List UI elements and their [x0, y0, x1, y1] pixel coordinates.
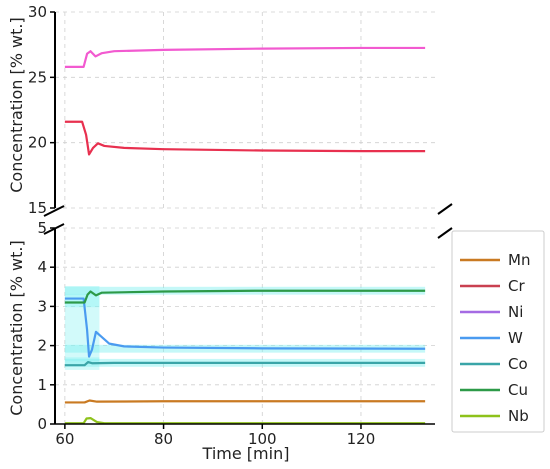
axis-break-mark-left-bottom [43, 223, 65, 235]
axis-break-mark-right-bottom [437, 227, 453, 239]
top-y-tick-label: 25 [28, 68, 47, 86]
bottom-y-tick-label: 2 [37, 337, 47, 355]
bottom-y-tick-label: 1 [37, 376, 47, 394]
series-line-top-0 [64, 46, 426, 68]
band-layer [64, 286, 426, 370]
series-line-Nb [64, 417, 426, 425]
y-axis-label-bottom: Concentration [% wt.] [7, 240, 26, 416]
grid-layer [55, 11, 435, 425]
series-line-top-1 [64, 120, 426, 156]
legend-label-Cu: Cu [508, 381, 528, 399]
legend-label-W: W [508, 329, 523, 347]
legend: Mn Cr Ni W Co Cu Nb [451, 230, 545, 433]
x-axis-label: Time [min] [202, 444, 290, 463]
x-tick-label: 60 [55, 430, 74, 448]
series-band-transient-W [64, 293, 100, 362]
bottom-y-tick-label: 3 [37, 297, 47, 315]
bottom-y-tick-label: 0 [37, 415, 47, 433]
series-line-Mn [64, 399, 426, 404]
series-band-transient-Cu [64, 286, 100, 308]
axis-break-mark-right-top [437, 203, 453, 215]
series-line-Co [64, 360, 426, 367]
y-axis-label-top: Concentration [% wt.] [7, 17, 26, 193]
series-layer [64, 46, 426, 425]
legend-label-Ni: Ni [508, 303, 523, 321]
x-tick-label: 80 [154, 430, 173, 448]
series-band-transient-Co [64, 357, 100, 370]
series-line-Cu [64, 289, 426, 304]
legend-label-Nb: Nb [508, 407, 529, 425]
legend-box [451, 230, 545, 433]
x-tick-label: 120 [347, 430, 376, 448]
bottom-y-tick-label: 4 [37, 258, 47, 276]
legend-label-Co: Co [508, 355, 528, 373]
legend-label-Cr: Cr [508, 277, 525, 295]
axis-break-mark-left-top [43, 205, 65, 217]
axes-layer [43, 12, 453, 425]
series-line-W [64, 297, 426, 358]
tick-layer: 15 20 25 30 0 1 2 3 4 5 60 80 100 120 [28, 3, 375, 448]
x-tick-label: 100 [248, 430, 277, 448]
top-y-tick-label: 20 [28, 134, 47, 152]
legend-label-Mn: Mn [508, 251, 530, 269]
bottom-y-tick-label: 5 [37, 219, 47, 237]
top-y-tick-label: 15 [28, 199, 47, 217]
top-y-tick-label: 30 [28, 3, 47, 21]
